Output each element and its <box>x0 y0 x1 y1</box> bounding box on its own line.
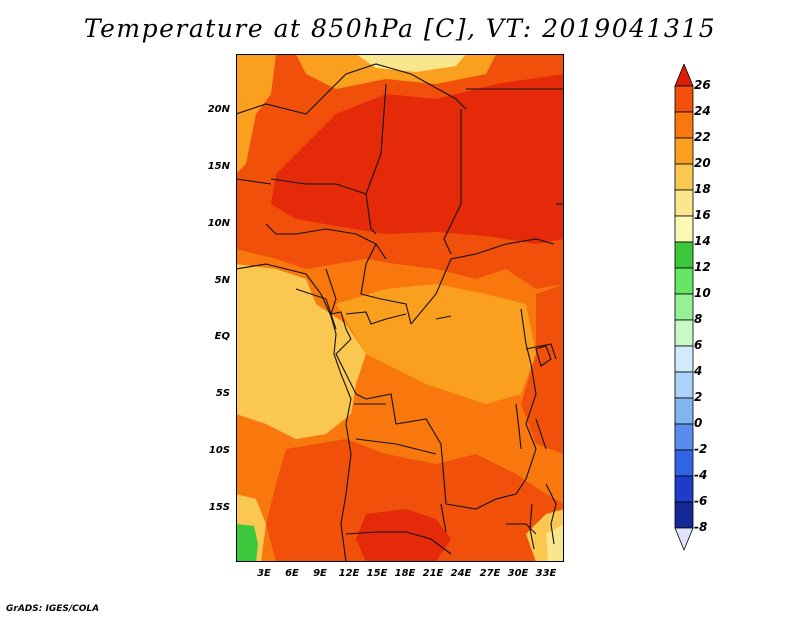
lon-label-27e: 27E <box>479 568 501 579</box>
lon-label-33e: 33E <box>535 568 557 579</box>
lon-label-9e: 9E <box>313 568 327 579</box>
lat-label-eq: EQ <box>214 331 230 342</box>
temp-band-congo <box>336 284 536 404</box>
map-frame <box>236 54 564 562</box>
colorbar-swatch <box>674 241 694 269</box>
colorbar-swatch <box>674 215 694 243</box>
lon-label-21e: 21E <box>422 568 444 579</box>
colorbar-level-label: 2 <box>694 390 703 404</box>
colorbar-swatch <box>674 371 694 399</box>
map-title: Temperature at 850hPa [C], VT: 201904131… <box>83 14 717 43</box>
colorbar-swatch <box>674 267 694 295</box>
country-borders <box>236 63 564 562</box>
temp-band-west-mid <box>236 264 366 439</box>
temp-band-east <box>521 284 564 454</box>
colorbar <box>674 64 694 552</box>
colorbar-level-label: 16 <box>694 208 711 222</box>
lat-label-10s: 10S <box>208 445 230 456</box>
colorbar-level-label: 4 <box>694 364 703 378</box>
colorbar-swatch <box>674 111 694 139</box>
colorbar-swatch <box>674 319 694 347</box>
lat-label-15n: 15N <box>207 161 230 172</box>
footer-credit: GrADS: IGES/COLA <box>6 604 100 614</box>
colorbar-level-label: 22 <box>694 130 711 144</box>
colorbar-swatch <box>674 293 694 321</box>
lat-label-20n: 20N <box>207 104 230 115</box>
temp-band-southwest-green <box>236 524 258 562</box>
temp-band-south-core <box>356 509 451 562</box>
lon-label-6e: 6E <box>285 568 299 579</box>
colorbar-swatch <box>674 163 694 191</box>
colorbar-level-label: 12 <box>694 260 711 274</box>
colorbar-swatch <box>674 189 694 217</box>
colorbar-swatch <box>674 345 694 373</box>
colorbar-swatch <box>674 137 694 165</box>
colorbar-level-label: 0 <box>694 416 703 430</box>
colorbar-swatch <box>674 475 694 503</box>
colorbar-level-label: -4 <box>694 468 708 482</box>
colorbar-swatch <box>674 85 694 113</box>
lon-label-24e: 24E <box>450 568 472 579</box>
colorbar-level-label: 20 <box>694 156 711 170</box>
temperature-map <box>236 54 564 562</box>
temp-band-south <box>266 439 564 562</box>
colorbar-swatch <box>674 449 694 477</box>
colorbar-level-label: 18 <box>694 182 711 196</box>
colorbar-level-label: -8 <box>694 520 708 534</box>
lat-label-10n: 10N <box>207 218 230 229</box>
colorbar-level-label: 8 <box>694 312 703 326</box>
colorbar-bottom-triangle <box>674 527 694 552</box>
temp-band-north-cap-inner <box>356 54 466 72</box>
lon-label-30e: 30E <box>507 568 529 579</box>
lon-label-3e: 3E <box>257 568 271 579</box>
lat-label-5n: 5N <box>214 275 230 286</box>
lat-label-5s: 5S <box>215 388 230 399</box>
lon-label-12e: 12E <box>338 568 360 579</box>
colorbar-level-label: -6 <box>694 494 708 508</box>
colorbar-level-label: -2 <box>694 442 708 456</box>
colorbar-level-label: 10 <box>694 286 711 300</box>
lon-label-15e: 15E <box>366 568 388 579</box>
colorbar-level-label: 14 <box>694 234 711 248</box>
temp-band-24-26 <box>271 74 564 244</box>
lon-label-18e: 18E <box>394 568 416 579</box>
colorbar-swatch <box>674 423 694 451</box>
colorbar-level-label: 24 <box>694 104 711 118</box>
temp-band-west-coast <box>236 54 276 174</box>
temp-band-southeast-pale <box>546 524 564 562</box>
colorbar-top-triangle <box>674 64 694 87</box>
colorbar-swatch <box>674 397 694 425</box>
colorbar-swatch <box>674 501 694 529</box>
colorbar-level-label: 6 <box>694 338 703 352</box>
map-panel <box>236 54 564 562</box>
lat-label-15s: 15S <box>208 502 230 513</box>
colorbar-level-label: 26 <box>694 78 711 92</box>
